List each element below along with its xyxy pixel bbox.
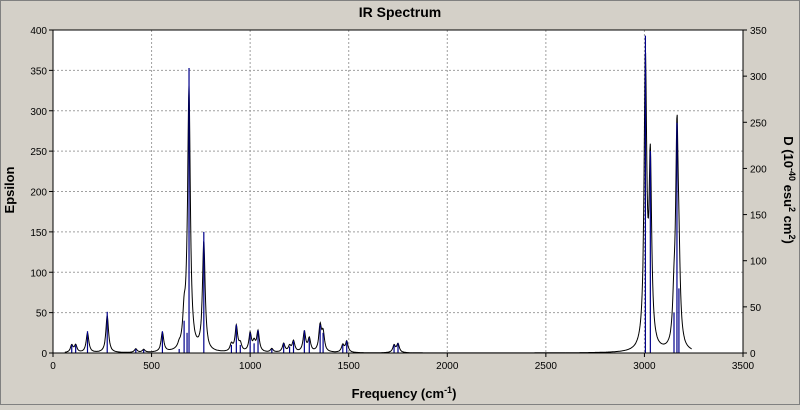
x-tick-label: 1500 <box>338 361 361 372</box>
y-left-tick-label: 200 <box>30 188 47 199</box>
x-tick-label: 2000 <box>436 361 459 372</box>
y-right-axis-ticks: 0 50 100 150 200 250 300 350 <box>743 26 767 360</box>
x-tick-label: 1000 <box>239 361 262 372</box>
x-axis-ticks: 0 500 1000 1500 2000 2500 3000 3500 <box>50 353 755 372</box>
y-left-tick-label: 250 <box>30 147 47 158</box>
y-left-axis-label: Epsilon <box>2 166 17 213</box>
x-tick-label: 2500 <box>535 361 558 372</box>
x-tick-label: 3500 <box>732 361 755 372</box>
y-left-tick-label: 50 <box>36 309 48 320</box>
y-right-tick-label: 50 <box>750 303 762 314</box>
y-left-tick-label: 350 <box>30 66 47 77</box>
y-right-tick-label: 100 <box>750 257 767 268</box>
x-tick-label: 0 <box>50 361 56 372</box>
y-left-tick-label: 400 <box>30 26 47 37</box>
y-right-tick-label: 350 <box>750 26 767 37</box>
x-axis-label: Frequency (cm-1) <box>352 385 457 401</box>
x-tick-label: 3000 <box>633 361 656 372</box>
y-left-tick-label: 0 <box>41 349 47 360</box>
x-tick-label: 500 <box>143 361 160 372</box>
y-right-tick-label: 0 <box>750 349 756 360</box>
y-left-axis-ticks: 0 50 100 150 200 250 300 350 400 <box>30 26 53 360</box>
y-left-tick-label: 150 <box>30 228 47 239</box>
y-left-tick-label: 300 <box>30 107 47 118</box>
y-left-tick-label: 100 <box>30 268 47 279</box>
y-right-tick-label: 200 <box>750 164 767 175</box>
chart-title: IR Spectrum <box>359 4 441 20</box>
stick-spectrum <box>71 35 680 353</box>
y-right-tick-label: 250 <box>750 118 767 129</box>
y-right-tick-label: 150 <box>750 211 767 222</box>
y-right-tick-label: 300 <box>750 72 767 83</box>
y-right-axis-label: D (10-40 esu2 cm2) <box>781 136 797 244</box>
